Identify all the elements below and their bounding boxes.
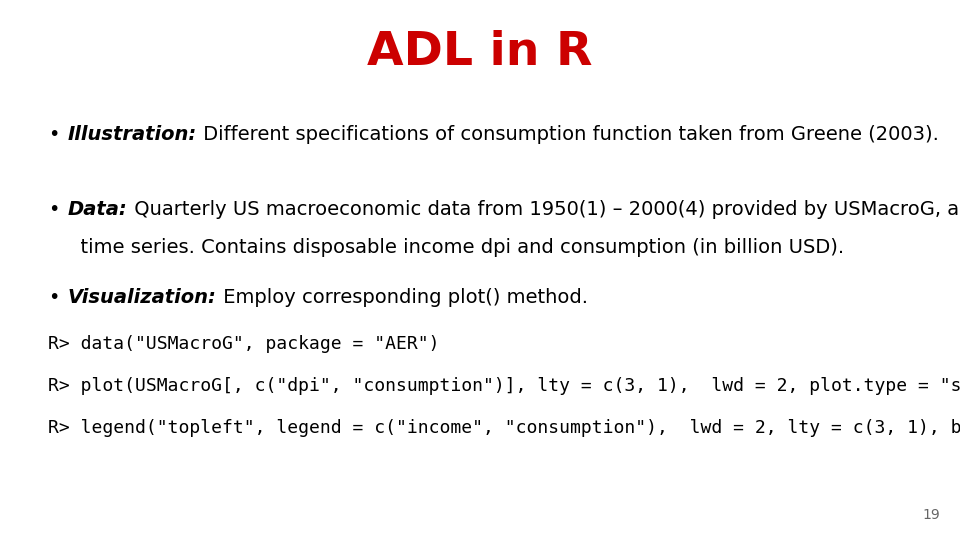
Text: time series. Contains disposable income dpi and consumption (in billion USD).: time series. Contains disposable income …	[68, 238, 844, 257]
Text: Employ corresponding plot() method.: Employ corresponding plot() method.	[217, 288, 588, 307]
Text: ADL in R: ADL in R	[368, 30, 592, 75]
Text: •: •	[48, 200, 60, 219]
Text: Illustration:: Illustration:	[68, 125, 197, 144]
Text: Visualization:: Visualization:	[68, 288, 217, 307]
Text: Quarterly US macroeconomic data from 1950(1) – 2000(4) provided by USMacroG, a “: Quarterly US macroeconomic data from 195…	[128, 200, 960, 219]
Text: •: •	[48, 288, 60, 307]
Text: R> data("USMacroG", package = "AER"): R> data("USMacroG", package = "AER")	[48, 335, 440, 353]
Text: •: •	[48, 125, 60, 144]
Text: R> plot(USMacroG[, c("dpi", "consumption")], lty = c(3, 1),  lwd = 2, plot.type : R> plot(USMacroG[, c("dpi", "consumption…	[48, 377, 960, 395]
Text: 19: 19	[923, 508, 940, 522]
Text: Data:: Data:	[68, 200, 128, 219]
Text: R> legend("topleft", legend = c("income", "consumption"),  lwd = 2, lty = c(3, 1: R> legend("topleft", legend = c("income"…	[48, 419, 960, 437]
Text: Different specifications of consumption function taken from Greene (2003).: Different specifications of consumption …	[197, 125, 939, 144]
